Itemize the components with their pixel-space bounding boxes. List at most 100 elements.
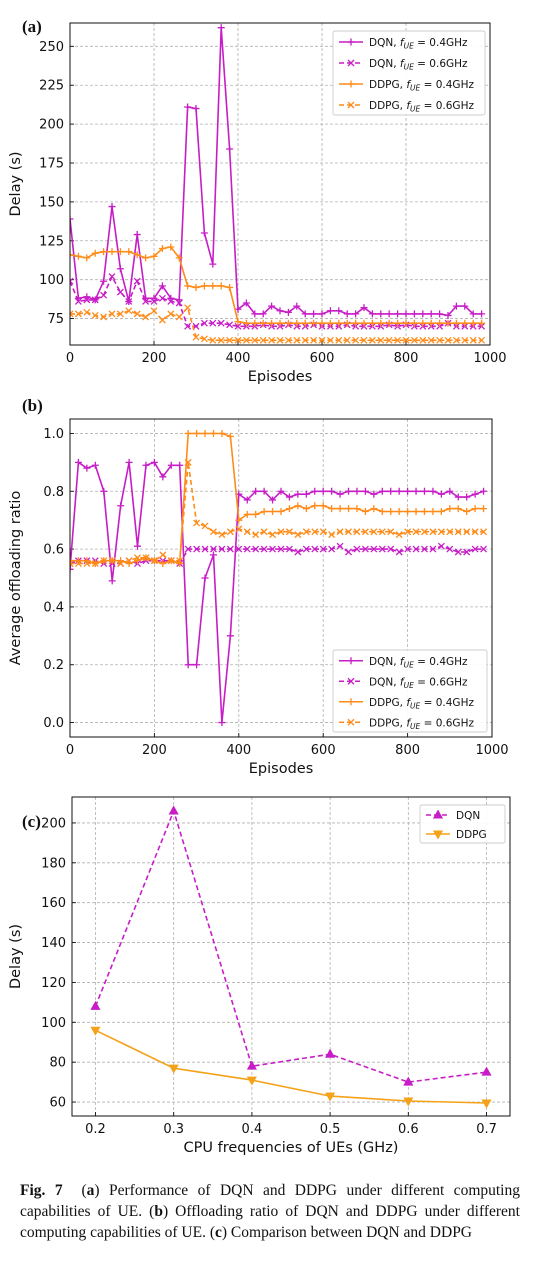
- data-point: [427, 336, 435, 344]
- x-tick-label: 0.3: [163, 1122, 184, 1137]
- legend: DQN, fUE = 0.4GHz DQN, fUE = 0.6GHz DDPG, …: [332, 30, 486, 116]
- data-point: [276, 307, 284, 315]
- data-point: [142, 254, 150, 262]
- data-point: [394, 310, 402, 318]
- data-point: [326, 336, 334, 344]
- series-2: [70, 273, 486, 330]
- legend-marker: [347, 657, 355, 665]
- data-point: [168, 1064, 179, 1074]
- data-point: [74, 310, 82, 318]
- data-point: [116, 248, 124, 256]
- data-point: [192, 105, 200, 113]
- data-point: [429, 508, 437, 516]
- data-point: [319, 502, 327, 510]
- data-point: [125, 557, 133, 565]
- data-point: [378, 528, 386, 536]
- data-point: [420, 487, 428, 495]
- y-tick-label: 125: [39, 234, 64, 249]
- data-point: [246, 1060, 257, 1070]
- data-point: [444, 336, 452, 344]
- caption-label-c: c: [215, 1224, 222, 1241]
- caption-text-a: ) Performance of DQN and DDPG under diff…: [20, 1182, 520, 1220]
- data-point: [469, 310, 477, 318]
- data-point: [336, 542, 344, 550]
- data-point: [251, 310, 259, 318]
- x-tick-label: 200: [142, 743, 167, 758]
- legend-box: [332, 30, 486, 116]
- data-point: [133, 310, 141, 318]
- data-point: [352, 310, 360, 318]
- figure: (a)0 200 400 600 800 100075100125150175200225…: [8, 17, 511, 1156]
- data-point: [83, 560, 91, 568]
- data-point: [175, 254, 183, 262]
- data-point: [343, 310, 351, 318]
- data-point: [184, 429, 192, 437]
- data-point: [117, 502, 125, 510]
- chart-panel-a: (a) 0 200 400 600 800 1000 75 100 125 150 175 200 225…: [8, 17, 507, 385]
- y-tick-label: 175: [39, 157, 64, 172]
- data-point: [217, 24, 225, 32]
- legend-label: DDPG, fUE = 0.4GHz: [369, 79, 474, 93]
- series-4: [70, 304, 486, 344]
- y-axis-title: Delay (s): [8, 924, 24, 989]
- data-point: [360, 319, 368, 327]
- data-point: [446, 545, 454, 553]
- data-point: [125, 297, 133, 305]
- data-point: [285, 528, 293, 536]
- data-point: [294, 531, 302, 539]
- plot-frame: [69, 418, 493, 738]
- data-point: [243, 510, 251, 518]
- data-point: [480, 487, 488, 495]
- data-point: [454, 505, 462, 513]
- data-point: [192, 283, 200, 291]
- data-point: [421, 545, 428, 553]
- data-point: [419, 336, 427, 344]
- data-point: [83, 464, 91, 472]
- series-line: [94, 808, 487, 1083]
- data-point: [395, 487, 403, 495]
- data-point: [176, 461, 184, 469]
- data-point: [133, 251, 141, 259]
- data-point: [437, 490, 445, 498]
- data-point: [90, 1000, 101, 1010]
- data-point: [403, 1097, 414, 1107]
- data-point: [74, 560, 82, 568]
- data-point: [419, 319, 427, 327]
- legend-entry: DDPG, fUE = 0.4GHz: [339, 79, 474, 93]
- caption-fig-label: Fig. 7: [20, 1182, 63, 1199]
- data-point: [209, 260, 217, 268]
- data-point: [361, 487, 369, 495]
- data-point: [91, 311, 99, 319]
- data-point: [360, 336, 368, 344]
- data-point: [385, 336, 393, 344]
- data-point: [218, 429, 226, 437]
- data-point: [159, 560, 167, 568]
- caption-text-b: ) Offloading ratio of DQN and DDPG under…: [20, 1203, 520, 1241]
- data-point: [478, 310, 486, 318]
- data-point: [310, 310, 318, 318]
- data-point: [378, 487, 386, 495]
- data-point: [150, 297, 158, 305]
- data-point: [378, 545, 386, 553]
- data-point: [134, 542, 142, 550]
- data-point: [277, 487, 285, 495]
- series-line: [95, 1029, 487, 1104]
- data-point: [404, 487, 412, 495]
- data-point: [252, 487, 260, 495]
- legend-marker: [347, 59, 355, 67]
- data-point: [335, 307, 343, 315]
- data-point: [463, 548, 471, 556]
- data-point: [168, 805, 179, 815]
- data-point: [260, 508, 268, 516]
- legend-label: DQN, fUE = 0.4GHz: [369, 37, 468, 51]
- data-point: [302, 545, 310, 553]
- x-tick-label: 200: [142, 351, 167, 366]
- x-tick-label: 400: [226, 351, 251, 366]
- data-point: [100, 277, 108, 285]
- data-point: [70, 310, 74, 318]
- data-point: [252, 510, 260, 518]
- data-point: [326, 307, 334, 315]
- data-point: [226, 432, 234, 440]
- data-point: [429, 545, 437, 553]
- data-point: [193, 545, 201, 553]
